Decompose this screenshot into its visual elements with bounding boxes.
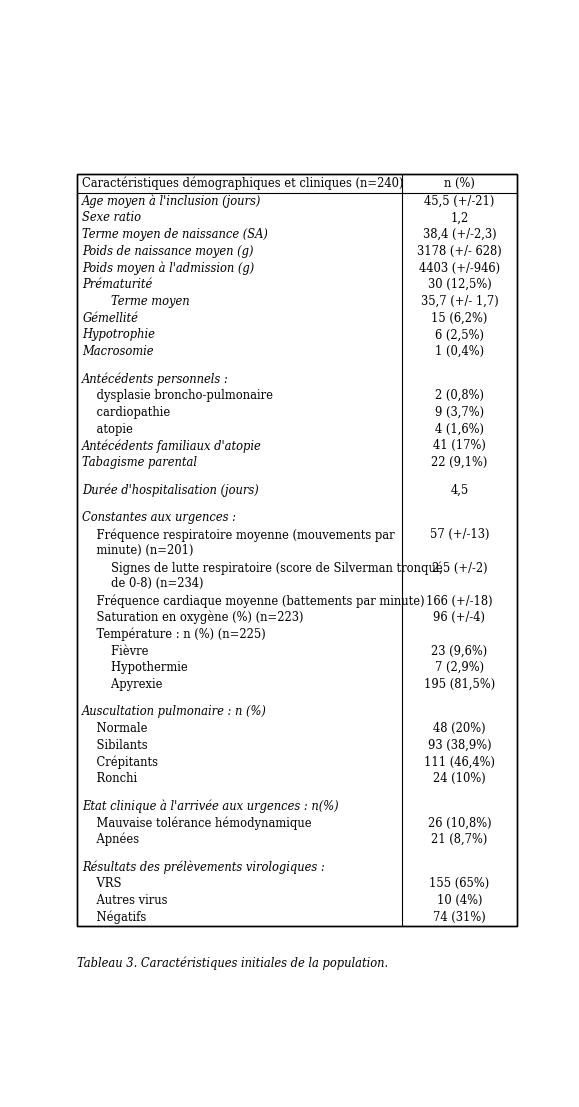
Text: 1 (0,4%): 1 (0,4%) xyxy=(435,345,484,358)
Text: Hypotrophie: Hypotrophie xyxy=(82,329,155,341)
Text: 4 (1,6%): 4 (1,6%) xyxy=(435,423,484,435)
Text: Apyrexie: Apyrexie xyxy=(82,677,163,691)
Text: Tabagisme parental: Tabagisme parental xyxy=(82,456,197,469)
Text: Poids moyen à l'admission (g): Poids moyen à l'admission (g) xyxy=(82,261,255,275)
Text: 1,2: 1,2 xyxy=(450,211,468,225)
Text: Durée d'hospitalisation (jours): Durée d'hospitalisation (jours) xyxy=(82,484,259,497)
Text: Résultats des prélèvements virologiques :: Résultats des prélèvements virologiques … xyxy=(82,860,325,873)
Text: 10 (4%): 10 (4%) xyxy=(437,894,482,907)
Text: Fréquence respiratoire moyenne (mouvements par: Fréquence respiratoire moyenne (mouvemen… xyxy=(82,528,395,541)
Text: 23 (9,6%): 23 (9,6%) xyxy=(431,644,488,658)
Text: minute) (n=201): minute) (n=201) xyxy=(82,544,194,557)
Text: 2 (0,8%): 2 (0,8%) xyxy=(435,390,484,402)
Text: Négatifs: Négatifs xyxy=(82,910,146,924)
Text: atopie: atopie xyxy=(82,423,133,435)
Text: Sibilants: Sibilants xyxy=(82,738,148,752)
Text: 57 (+/-13): 57 (+/-13) xyxy=(430,528,489,541)
Text: 7 (2,9%): 7 (2,9%) xyxy=(435,661,484,674)
Text: Terme moyen de naissance (SA): Terme moyen de naissance (SA) xyxy=(82,228,268,241)
Text: 9 (3,7%): 9 (3,7%) xyxy=(435,406,484,418)
Text: cardiopathie: cardiopathie xyxy=(82,406,170,418)
Text: Macrosomie: Macrosomie xyxy=(82,345,154,358)
Text: Prématurité: Prématurité xyxy=(82,278,152,291)
Text: Fièvre: Fièvre xyxy=(82,644,149,658)
Text: 74 (31%): 74 (31%) xyxy=(433,911,486,923)
Bar xyxy=(77,174,516,925)
Text: Tableau 3. Caractéristiques initiales de la population.: Tableau 3. Caractéristiques initiales de… xyxy=(77,956,388,970)
Text: 38,4 (+/-2,3): 38,4 (+/-2,3) xyxy=(423,228,496,241)
Text: 155 (65%): 155 (65%) xyxy=(429,878,489,890)
Text: Normale: Normale xyxy=(82,722,148,735)
Text: 41 (17%): 41 (17%) xyxy=(433,439,486,453)
Text: 15 (6,2%): 15 (6,2%) xyxy=(431,311,488,324)
Text: 45,5 (+/-21): 45,5 (+/-21) xyxy=(424,195,494,208)
Text: Antécédents personnels :: Antécédents personnels : xyxy=(82,372,229,385)
Text: 111 (46,4%): 111 (46,4%) xyxy=(424,755,495,768)
Text: Température : n (%) (n=225): Température : n (%) (n=225) xyxy=(82,628,266,641)
Text: 2,5 (+/-2): 2,5 (+/-2) xyxy=(431,561,487,575)
Bar xyxy=(77,174,516,925)
Text: 30 (12,5%): 30 (12,5%) xyxy=(427,278,491,291)
Text: Antécédents familiaux d'atopie: Antécédents familiaux d'atopie xyxy=(82,439,262,453)
Text: 48 (20%): 48 (20%) xyxy=(433,722,486,735)
Text: 93 (38,9%): 93 (38,9%) xyxy=(427,738,491,752)
Text: 4,5: 4,5 xyxy=(450,484,468,497)
Text: 22 (9,1%): 22 (9,1%) xyxy=(431,456,488,469)
Text: 96 (+/-4): 96 (+/-4) xyxy=(434,611,485,624)
Text: Age moyen à l'inclusion (jours): Age moyen à l'inclusion (jours) xyxy=(82,195,262,208)
Text: Etat clinique à l'arrivée aux urgences : n(%): Etat clinique à l'arrivée aux urgences :… xyxy=(82,799,339,813)
Text: 26 (10,8%): 26 (10,8%) xyxy=(427,817,491,829)
Text: Auscultation pulmonaire : n (%): Auscultation pulmonaire : n (%) xyxy=(82,705,267,718)
Text: Mauvaise tolérance hémodynamique: Mauvaise tolérance hémodynamique xyxy=(82,816,312,829)
Text: Ronchi: Ronchi xyxy=(82,773,137,785)
Text: Constantes aux urgences :: Constantes aux urgences : xyxy=(82,511,236,524)
Text: Sexe ratio: Sexe ratio xyxy=(82,211,141,225)
Text: Fréquence cardiaque moyenne (battements par minute): Fréquence cardiaque moyenne (battements … xyxy=(82,594,425,608)
Text: Signes de lutte respiratoire (score de Silverman tronqué: Signes de lutte respiratoire (score de S… xyxy=(82,561,443,575)
Text: n (%): n (%) xyxy=(444,177,475,189)
Text: Autres virus: Autres virus xyxy=(82,894,168,907)
Text: 4403 (+/-946): 4403 (+/-946) xyxy=(419,261,500,275)
Text: Caractéristiques démographiques et cliniques (n=240): Caractéristiques démographiques et clini… xyxy=(82,177,404,190)
Text: Terme moyen: Terme moyen xyxy=(82,294,190,308)
Text: 6 (2,5%): 6 (2,5%) xyxy=(435,329,484,341)
Text: 166 (+/-18): 166 (+/-18) xyxy=(426,594,493,608)
Text: Crépitants: Crépitants xyxy=(82,755,158,768)
Text: 21 (8,7%): 21 (8,7%) xyxy=(431,834,488,846)
Text: Saturation en oxygène (%) (n=223): Saturation en oxygène (%) (n=223) xyxy=(82,611,304,624)
Text: 35,7 (+/- 1,7): 35,7 (+/- 1,7) xyxy=(420,294,499,308)
Text: 3178 (+/- 628): 3178 (+/- 628) xyxy=(417,245,502,258)
Text: dysplasie broncho-pulmonaire: dysplasie broncho-pulmonaire xyxy=(82,390,273,402)
Text: Hypothermie: Hypothermie xyxy=(82,661,188,674)
Text: Apnées: Apnées xyxy=(82,832,140,847)
Text: 24 (10%): 24 (10%) xyxy=(433,773,486,785)
Text: Poids de naissance moyen (g): Poids de naissance moyen (g) xyxy=(82,245,254,258)
Text: Gémellité: Gémellité xyxy=(82,311,138,324)
Text: VRS: VRS xyxy=(82,878,122,890)
Text: 195 (81,5%): 195 (81,5%) xyxy=(424,677,495,691)
Text: de 0-8) (n=234): de 0-8) (n=234) xyxy=(82,577,204,590)
